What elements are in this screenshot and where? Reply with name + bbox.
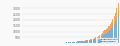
Bar xyxy=(77,42,78,43)
Bar xyxy=(74,42,75,43)
Legend: Expansion sets, Board games: Expansion sets, Board games xyxy=(97,38,118,43)
Bar xyxy=(91,39,92,40)
Bar xyxy=(111,28,112,43)
Bar xyxy=(97,38,98,43)
Bar xyxy=(95,37,96,39)
Bar xyxy=(118,3,119,15)
Bar xyxy=(116,19,117,43)
Bar xyxy=(98,38,99,43)
Bar xyxy=(79,41,81,43)
Bar xyxy=(77,41,78,42)
Bar xyxy=(78,41,79,43)
Bar xyxy=(94,38,95,39)
Bar xyxy=(114,25,115,43)
Bar xyxy=(68,42,69,43)
Bar xyxy=(85,41,86,43)
Bar xyxy=(82,41,83,43)
Bar xyxy=(86,40,87,41)
Bar xyxy=(118,15,119,43)
Bar xyxy=(89,40,90,43)
Bar xyxy=(69,42,70,43)
Bar xyxy=(70,42,71,43)
Bar xyxy=(112,19,113,26)
Bar xyxy=(110,24,111,30)
Bar xyxy=(93,39,94,43)
Bar xyxy=(115,22,116,43)
Bar xyxy=(104,30,106,34)
Bar xyxy=(115,13,116,22)
Bar xyxy=(116,8,117,19)
Bar xyxy=(95,39,96,43)
Bar xyxy=(103,34,104,43)
Bar xyxy=(99,35,100,37)
Bar xyxy=(107,28,108,32)
Bar xyxy=(94,39,95,43)
Bar xyxy=(90,40,91,43)
Bar xyxy=(72,42,73,43)
Bar xyxy=(106,33,107,43)
Bar xyxy=(107,32,108,43)
Bar xyxy=(90,39,91,40)
Bar xyxy=(85,40,86,41)
Bar xyxy=(103,32,104,34)
Bar xyxy=(102,35,103,43)
Bar xyxy=(91,40,92,43)
Bar xyxy=(108,31,110,43)
Bar xyxy=(111,22,112,28)
Bar xyxy=(106,29,107,33)
Bar xyxy=(98,36,99,38)
Bar xyxy=(76,42,77,43)
Bar xyxy=(110,30,111,43)
Bar xyxy=(104,34,106,43)
Bar xyxy=(114,17,115,25)
Bar xyxy=(87,40,88,43)
Bar xyxy=(102,33,103,35)
Bar xyxy=(101,34,102,36)
Bar xyxy=(86,41,87,43)
Bar xyxy=(81,41,82,43)
Bar xyxy=(97,37,98,38)
Bar xyxy=(108,26,110,31)
Bar xyxy=(101,36,102,43)
Bar xyxy=(83,41,85,43)
Bar xyxy=(112,26,113,43)
Bar xyxy=(73,42,74,43)
Bar xyxy=(99,37,100,43)
